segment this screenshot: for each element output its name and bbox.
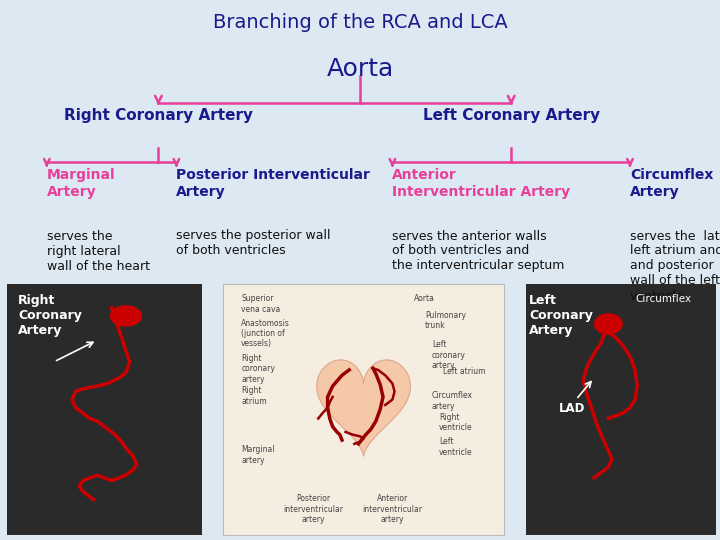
Polygon shape	[317, 360, 410, 456]
Text: Circumflex
Artery: Circumflex Artery	[630, 168, 714, 199]
Text: Right
Coronary
Artery: Right Coronary Artery	[18, 294, 82, 338]
Text: Anterior
interventricular
artery: Anterior interventricular artery	[362, 494, 423, 524]
Text: Left atrium: Left atrium	[443, 367, 485, 376]
Text: serves the posterior wall
of both ventricles: serves the posterior wall of both ventri…	[176, 230, 331, 258]
Text: Aorta: Aorta	[414, 294, 435, 303]
Text: Right
coronary
artery: Right coronary artery	[241, 354, 275, 383]
Text: Posterior
interventricular
artery: Posterior interventricular artery	[283, 494, 343, 524]
Text: Marginal
artery: Marginal artery	[241, 446, 275, 465]
Text: serves the anterior walls
of both ventricles and
the interventricular septum: serves the anterior walls of both ventri…	[392, 230, 564, 273]
Bar	[526, 284, 716, 535]
Text: Pulmonary
trunk: Pulmonary trunk	[425, 310, 466, 330]
Text: Right
atrium: Right atrium	[241, 386, 267, 406]
Text: Right
ventricle: Right ventricle	[439, 413, 473, 433]
Text: Marginal
Artery: Marginal Artery	[47, 168, 115, 199]
Text: serves the
right lateral
wall of the heart: serves the right lateral wall of the hea…	[47, 230, 150, 273]
Text: LAD: LAD	[559, 402, 585, 415]
Text: Left
Coronary
Artery: Left Coronary Artery	[529, 294, 593, 338]
Text: Superior
vena cava: Superior vena cava	[241, 294, 281, 314]
Text: Left
coronary
artery: Left coronary artery	[432, 340, 466, 370]
Text: Left Coronary Artery: Left Coronary Artery	[423, 108, 600, 123]
Bar	[7, 284, 202, 535]
Text: Anterior
Interventricular Artery: Anterior Interventricular Artery	[392, 168, 570, 199]
Text: Branching of the RCA and LCA: Branching of the RCA and LCA	[212, 14, 508, 32]
Text: Anastomosis
(junction of
vessels): Anastomosis (junction of vessels)	[241, 319, 290, 348]
Text: serves the  lateral
left atrium and
and posterior
wall of the left
ventricle: serves the lateral left atrium and and p…	[630, 230, 720, 302]
Text: Circumflex: Circumflex	[636, 294, 692, 305]
Text: Left
ventricle: Left ventricle	[439, 437, 473, 457]
Text: Posterior Interventicular
Artery: Posterior Interventicular Artery	[176, 168, 370, 199]
Bar	[223, 284, 504, 535]
Text: Circumflex
artery: Circumflex artery	[432, 392, 473, 411]
Ellipse shape	[109, 305, 142, 327]
Ellipse shape	[594, 313, 623, 335]
Text: Right Coronary Artery: Right Coronary Artery	[64, 108, 253, 123]
Text: Aorta: Aorta	[326, 57, 394, 80]
